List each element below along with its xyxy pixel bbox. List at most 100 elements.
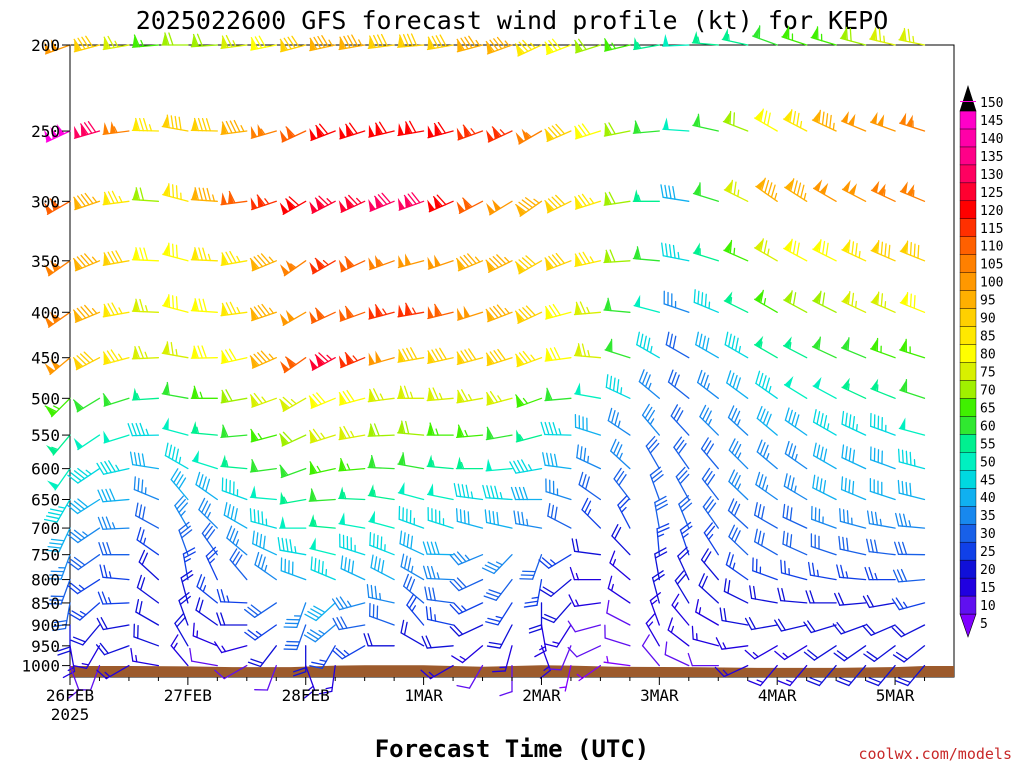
barb-full bbox=[823, 415, 828, 429]
barb-full bbox=[877, 415, 880, 430]
barb-full bbox=[288, 196, 300, 206]
barb-half bbox=[883, 35, 886, 44]
barb-full bbox=[279, 38, 288, 51]
wind-barb bbox=[838, 535, 867, 556]
wind-barb bbox=[784, 407, 808, 436]
barb-half bbox=[495, 561, 503, 566]
barb-full bbox=[425, 635, 432, 649]
barb-full bbox=[345, 123, 354, 136]
wind-barb bbox=[870, 291, 896, 313]
barb-full bbox=[641, 634, 650, 647]
barb-pennant bbox=[44, 264, 54, 276]
barb-full bbox=[250, 307, 259, 320]
barb-full bbox=[370, 554, 374, 569]
barb-full bbox=[876, 337, 879, 352]
barb-half bbox=[225, 460, 229, 468]
barb-full bbox=[351, 34, 359, 47]
barb-full bbox=[517, 459, 525, 473]
barb-half bbox=[533, 198, 540, 204]
barb-full bbox=[866, 538, 870, 553]
barb-full bbox=[551, 125, 562, 137]
barb-full bbox=[402, 34, 410, 47]
barb-full bbox=[435, 509, 437, 524]
barb-full bbox=[250, 604, 262, 614]
wind-barb bbox=[127, 422, 160, 437]
barb-staff bbox=[102, 130, 130, 136]
barb-half bbox=[902, 601, 908, 609]
barb-staff bbox=[283, 357, 307, 374]
barb-full bbox=[702, 495, 712, 508]
barb-full bbox=[520, 574, 535, 577]
barb-pennant bbox=[338, 200, 347, 213]
barb-full bbox=[234, 554, 243, 567]
barb-full bbox=[332, 649, 343, 660]
barb-pennant bbox=[162, 115, 169, 128]
y-tick-label: 200 bbox=[31, 36, 60, 55]
barb-full bbox=[489, 390, 499, 403]
barb-full bbox=[897, 479, 900, 494]
barb-half bbox=[145, 305, 149, 313]
barb-full bbox=[281, 537, 285, 552]
colorbar-label: 100 bbox=[980, 276, 1003, 291]
barb-full bbox=[138, 600, 143, 615]
barb-full bbox=[194, 247, 199, 261]
barb-staff bbox=[250, 44, 277, 51]
barb-pennant bbox=[842, 240, 850, 253]
wind-barb bbox=[783, 376, 808, 399]
barb-half bbox=[530, 42, 536, 49]
barb-full bbox=[906, 291, 909, 306]
wind-barb bbox=[756, 405, 778, 436]
wind-barb bbox=[692, 242, 719, 262]
barb-full bbox=[551, 196, 562, 207]
wind-barb bbox=[73, 253, 101, 272]
barb-full bbox=[411, 192, 421, 204]
barb-pennant bbox=[227, 191, 234, 204]
barb-half bbox=[589, 197, 595, 205]
barb-full bbox=[485, 621, 499, 626]
barb-half bbox=[468, 393, 473, 401]
barb-full bbox=[47, 511, 62, 516]
barb-full bbox=[285, 198, 296, 208]
barb-half bbox=[175, 348, 178, 357]
barb-half bbox=[346, 463, 351, 471]
barb-full bbox=[262, 535, 266, 550]
wind-barb bbox=[540, 421, 572, 436]
wind-barb bbox=[279, 196, 307, 215]
barb-pennant bbox=[841, 337, 849, 351]
colorbar-label: 45 bbox=[980, 473, 996, 488]
barb-full bbox=[193, 345, 199, 359]
barb-half bbox=[737, 189, 740, 198]
barb-full bbox=[225, 478, 228, 493]
barb-full bbox=[574, 253, 583, 266]
barb-full bbox=[517, 511, 521, 525]
barb-full bbox=[791, 445, 797, 459]
barb-staff bbox=[692, 124, 719, 132]
wind-barb bbox=[254, 664, 277, 691]
barb-full bbox=[170, 634, 179, 647]
y-tick-label: 950 bbox=[31, 637, 60, 656]
barb-pennant bbox=[191, 346, 198, 359]
barb-pennant bbox=[603, 250, 610, 263]
barb-full bbox=[202, 187, 207, 202]
barb-full bbox=[756, 439, 763, 453]
wind-barb bbox=[632, 246, 660, 262]
barb-full bbox=[232, 481, 235, 496]
barb-pennant bbox=[604, 123, 611, 137]
barb-half bbox=[316, 465, 322, 473]
barb-pennant bbox=[338, 486, 345, 499]
barb-half bbox=[283, 496, 288, 504]
barb-full bbox=[542, 452, 546, 466]
barb-half bbox=[752, 651, 759, 658]
barb-full bbox=[528, 628, 543, 634]
barb-staff bbox=[103, 357, 130, 366]
wind-barb bbox=[841, 377, 867, 399]
barb-full bbox=[314, 307, 325, 319]
barb-full bbox=[50, 570, 65, 573]
barb-full bbox=[47, 603, 62, 605]
barb-full bbox=[734, 530, 741, 543]
wind-barb bbox=[397, 347, 425, 363]
wind-barb bbox=[131, 187, 160, 202]
barb-full bbox=[515, 353, 525, 365]
barb-full bbox=[317, 35, 326, 49]
barb-full bbox=[792, 240, 797, 255]
